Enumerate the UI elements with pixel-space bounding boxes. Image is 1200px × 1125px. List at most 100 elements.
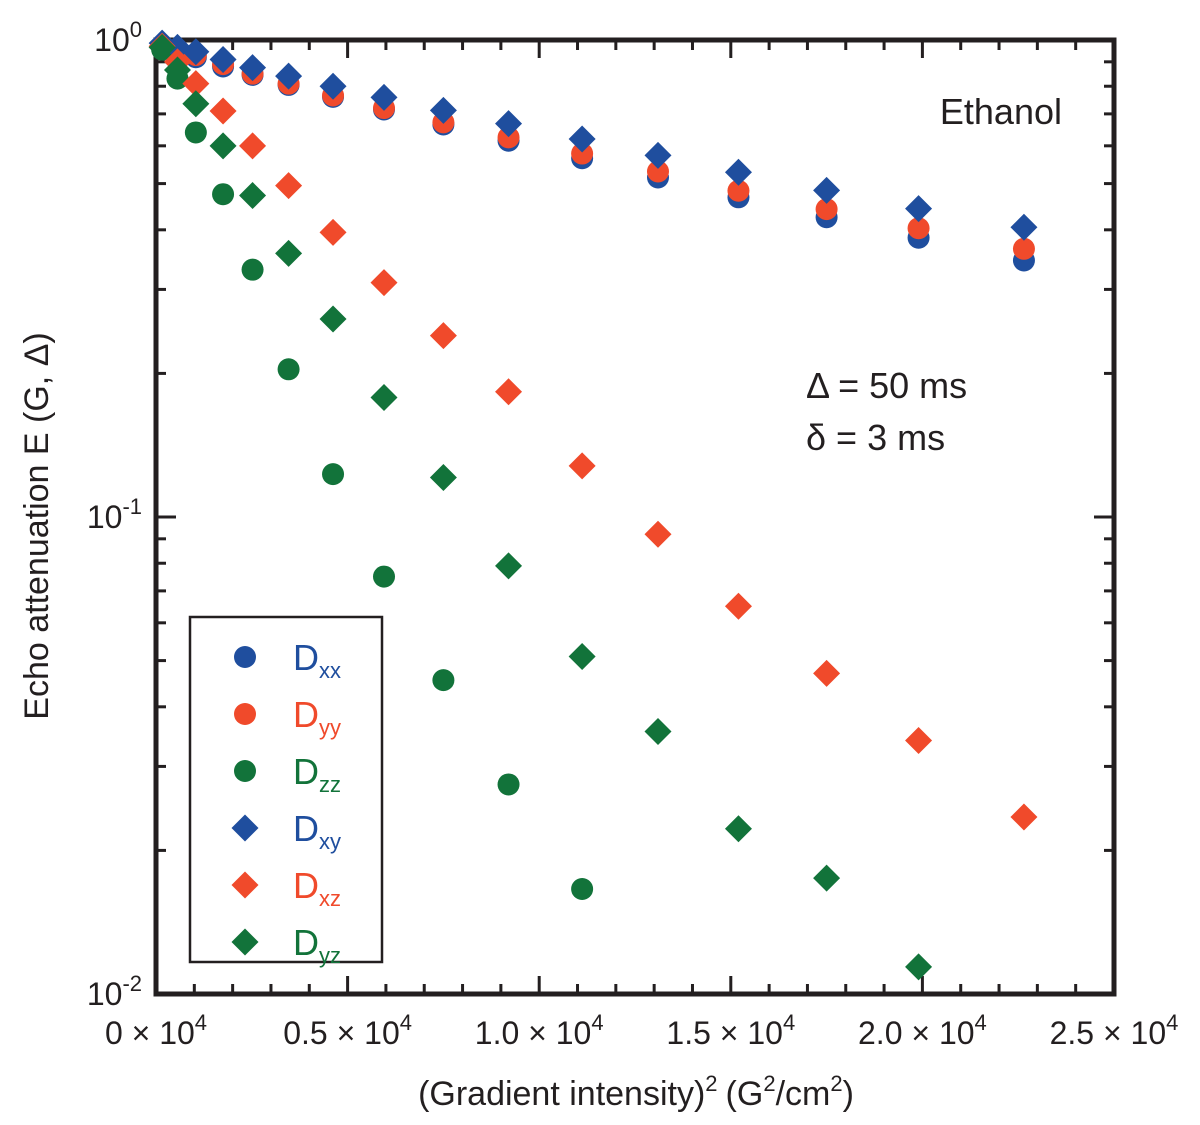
legend-item-yy: Dyy: [234, 694, 341, 740]
x-tick-label: 2.5 × 104: [1050, 1010, 1179, 1051]
data-marks: [148, 29, 1038, 981]
legend-item-yz: Dyz: [231, 922, 341, 968]
data-point-xy: [239, 54, 267, 82]
data-point-yz: [275, 239, 303, 267]
data-point-zz: [241, 258, 264, 281]
annotation-ethanol: Ethanol: [940, 91, 1062, 132]
data-point-yz: [182, 90, 210, 118]
data-point-yz: [905, 953, 933, 981]
data-point-xz: [182, 70, 210, 98]
parameter-delta-big: Δ = 50 ms: [806, 365, 967, 406]
data-point-xy: [182, 38, 210, 66]
data-point-xz: [275, 172, 303, 200]
data-point-zz: [212, 183, 235, 206]
y-axis-label: Echo attenuation E (G, Δ): [18, 332, 56, 719]
data-point-yy: [497, 126, 520, 149]
data-point-xy: [495, 110, 523, 138]
legend-marker-yy: [234, 703, 256, 725]
parameter-delta-small: δ = 3 ms: [806, 417, 945, 458]
data-point-xz: [1010, 803, 1038, 831]
data-point-yy: [1012, 237, 1035, 260]
data-point-xy: [209, 46, 237, 74]
data-point-yz: [429, 464, 457, 492]
data-point-yz: [163, 56, 191, 84]
data-point-yz: [239, 182, 267, 210]
data-point-yy: [571, 142, 594, 165]
data-point-zz: [373, 565, 396, 588]
data-point-yy: [646, 160, 669, 183]
legend-label-xy: Dxy: [293, 808, 341, 854]
axis-ticks: [154, 38, 1116, 996]
y-tick-label: 100: [94, 17, 142, 58]
series-Dzz: [151, 38, 594, 901]
data-point-xz: [724, 592, 752, 620]
x-tick-label: 2.0 × 104: [858, 1010, 987, 1051]
legend-item-xx: Dxx: [234, 637, 341, 683]
data-point-yz: [148, 33, 176, 61]
legend-marker-yz: [231, 928, 259, 956]
legend-marker-xy: [231, 814, 259, 842]
data-point-xy: [163, 33, 191, 61]
x-tick-label: 1.5 × 104: [666, 1010, 795, 1051]
data-point-yy: [907, 217, 930, 240]
data-point-xy: [319, 72, 347, 100]
data-point-xz: [429, 322, 457, 350]
data-point-yz: [209, 132, 237, 160]
legend-box: [188, 615, 384, 964]
data-point-yz: [568, 642, 596, 670]
legend-item-xy: Dxy: [231, 808, 341, 854]
data-point-zz: [571, 878, 594, 901]
data-point-xz: [495, 378, 523, 406]
legend-item-xz: Dxz: [231, 865, 341, 911]
data-point-xz: [568, 452, 596, 480]
data-point-xz: [644, 520, 672, 548]
plot-frame: [153, 37, 1117, 997]
data-point-zz: [184, 121, 207, 144]
data-point-yz: [724, 815, 752, 843]
data-point-xz: [319, 218, 347, 246]
x-tick-label: 0 × 104: [105, 1010, 207, 1051]
data-point-xy: [370, 83, 398, 111]
data-point-yz: [319, 305, 347, 333]
data-point-zz: [432, 669, 455, 692]
data-point-xy: [568, 125, 596, 153]
data-point-xy: [813, 176, 841, 204]
legend-marker-zz: [234, 760, 256, 782]
data-point-xz: [813, 659, 841, 687]
data-point-zz: [497, 773, 520, 796]
data-point-xz: [239, 132, 267, 160]
data-point-yz: [813, 864, 841, 892]
data-point-xy: [905, 195, 933, 223]
data-point-zz: [322, 463, 345, 486]
data-point-xy: [275, 62, 303, 90]
legend: Dxx Dyy Dzz Dxy Dxz Dyz: [231, 637, 341, 968]
y-tick-label: 10-2: [87, 971, 142, 1012]
data-point-xz: [370, 269, 398, 297]
data-point-yy: [815, 198, 838, 221]
data-point-zz: [277, 358, 300, 381]
data-point-xy: [429, 96, 457, 124]
data-point-xy: [644, 141, 672, 169]
data-point-xz: [905, 726, 933, 754]
legend-label-zz: Dzz: [293, 751, 341, 797]
legend-marker-xx: [234, 646, 256, 668]
legend-marker-xz: [231, 871, 259, 899]
data-point-yz: [644, 718, 672, 746]
tick-labels: 100 10-1 10-20 × 104 0.5 × 104 1.0 × 104 1.5 …: [87, 17, 1179, 1051]
legend-label-yy: Dyy: [293, 694, 341, 740]
data-point-xz: [209, 97, 237, 125]
data-point-yz: [370, 384, 398, 412]
x-tick-label: 1.0 × 104: [475, 1010, 604, 1051]
legend-label-xx: Dxx: [293, 637, 341, 683]
legend-label-xz: Dxz: [293, 865, 341, 911]
series-Dyz: [148, 33, 933, 981]
data-point-yy: [727, 179, 750, 202]
data-point-xy: [724, 158, 752, 186]
x-axis-label: (Gradient intensity)2 (G2/cm2): [418, 1071, 854, 1113]
y-tick-label: 10-1: [87, 494, 142, 535]
legend-item-zz: Dzz: [234, 751, 341, 797]
series-Dxy: [148, 29, 1038, 241]
data-point-yz: [495, 552, 523, 580]
legend-label-yz: Dyz: [293, 922, 341, 968]
